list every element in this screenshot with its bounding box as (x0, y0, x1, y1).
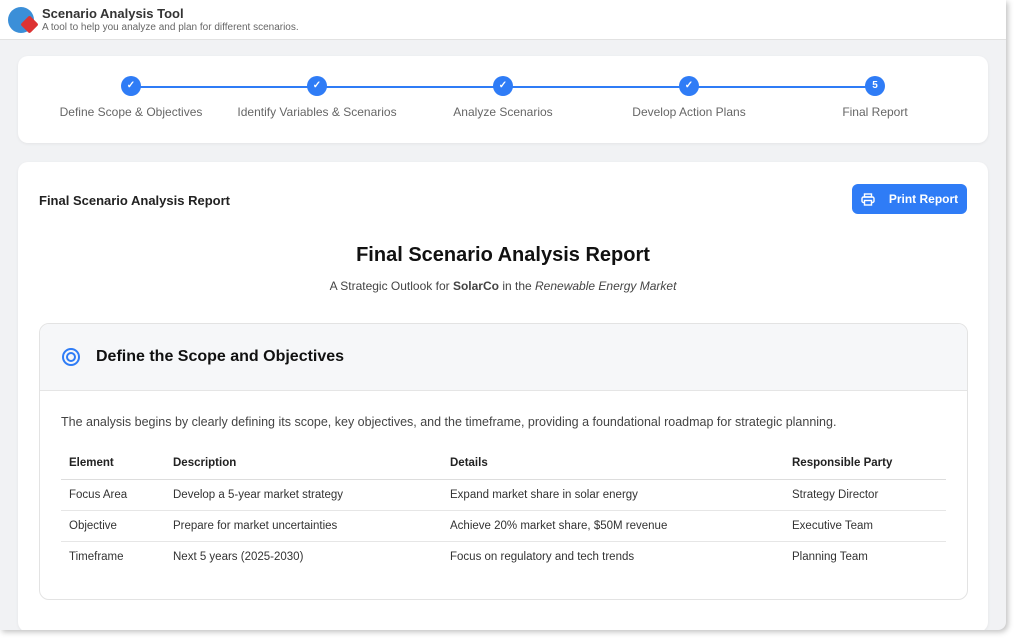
company-name: SolarCo (452, 279, 499, 293)
app-window: Scenario Analysis Tool A tool to help yo… (0, 0, 1006, 630)
table-cell: Focus on regulatory and tech trends (450, 551, 635, 563)
report-header: Final Scenario Analysis Report (39, 193, 230, 208)
step-define-scope[interactable]: ✓ Define Scope & Objectives (38, 76, 224, 119)
step-final-report[interactable]: 5 Final Report (782, 76, 968, 119)
step-label: Develop Action Plans (632, 105, 746, 119)
table-cell: Achieve 20% market share, $50M revenue (442, 510, 784, 542)
step-identify-variables[interactable]: ✓ Identify Variables & Scenarios (224, 76, 410, 119)
check-icon: ✓ (493, 76, 513, 96)
subtitle-text: A Strategic Outlook for (329, 279, 453, 293)
printer-icon (861, 192, 875, 206)
column-header: Details (442, 447, 784, 480)
step-action-plans[interactable]: ✓ Develop Action Plans (596, 76, 782, 119)
table-cell: Focus Area (61, 479, 165, 511)
scope-section: Define the Scope and Objectives The anal… (39, 323, 968, 600)
table-cell: Strategy Director (784, 479, 946, 511)
table-cell: Develop a 5-year market strategy (165, 479, 442, 511)
section-intro: The analysis begins by clearly defining … (61, 415, 837, 429)
step-number: 5 (865, 76, 885, 96)
subtitle-text: in the (498, 279, 536, 293)
app-logo-icon (8, 6, 34, 33)
check-icon: ✓ (121, 76, 141, 96)
report-title: Final Scenario Analysis Report (356, 244, 650, 266)
step-analyze-scenarios[interactable]: ✓ Analyze Scenarios (410, 76, 596, 119)
step-label: Analyze Scenarios (453, 105, 553, 119)
table-cell: Next 5 years (2025-2030) (173, 551, 304, 563)
print-report-button[interactable]: Print Report (852, 184, 967, 214)
table-row: Timeframe Next 5 years (2025-2030) Focus o… (61, 542, 946, 573)
scope-table: Element Description Details Responsible … (61, 447, 946, 572)
table-row: Focus Area Develop a 5-year market strate… (61, 479, 946, 511)
progress-stepper: ✓ Define Scope & Objectives ✓ Identify Var… (18, 56, 988, 143)
table-cell: Prepare for market uncertainties (165, 510, 442, 542)
step-label: Final Report (842, 105, 908, 119)
table-cell: Planning Team (792, 551, 868, 563)
app-title: Scenario Analysis Tool (42, 6, 184, 21)
step-label: Define Scope & Objectives (59, 105, 203, 119)
section-header: Define the Scope and Objectives (40, 324, 967, 391)
table-cell: Objective (61, 510, 165, 542)
table-cell: Timeframe (69, 551, 124, 563)
table-cell: Expand market share in solar energy (442, 479, 784, 511)
table-row: Objective Prepare for market uncertaintie… (61, 510, 946, 542)
check-icon: ✓ (679, 76, 699, 96)
target-icon (62, 348, 80, 366)
check-icon: ✓ (307, 76, 327, 96)
market-name: Renewable Energy Market (535, 279, 677, 293)
section-title: Define the Scope and Objectives (96, 348, 345, 365)
table-cell: Executive Team (784, 510, 946, 542)
column-header: Description (165, 447, 442, 480)
step-label: Identify Variables & Scenarios (237, 105, 397, 119)
app-subtitle: A tool to help you analyze and plan for … (42, 22, 299, 33)
report-card: Final Scenario Analysis Report Print Rep… (18, 162, 988, 630)
app-header: Scenario Analysis Tool A tool to help yo… (0, 0, 1006, 40)
report-subtitle: A Strategic Outlook for SolarCo in the R… (18, 279, 988, 293)
column-header: Element (61, 447, 165, 480)
column-header: Responsible Party (784, 447, 946, 480)
table-header-row: Element Description Details Responsible … (61, 447, 946, 480)
print-report-label: Print Report (888, 192, 959, 206)
